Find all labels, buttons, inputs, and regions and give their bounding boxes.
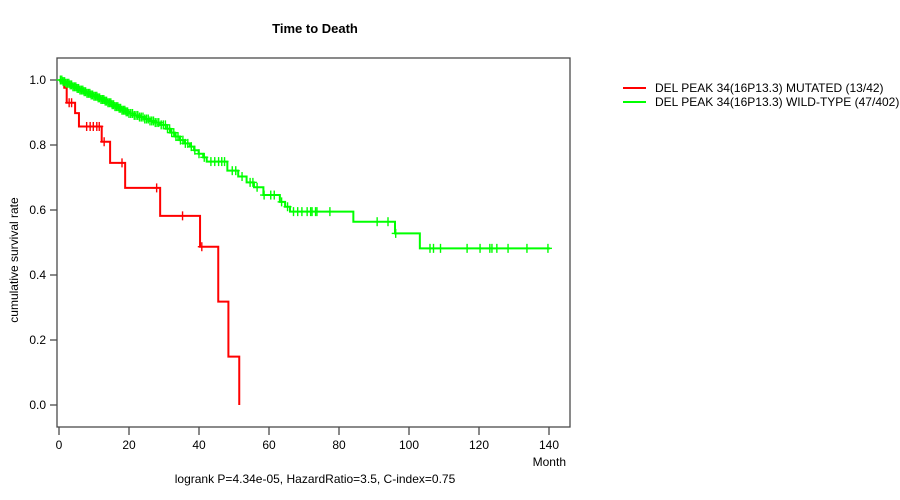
x-axis-label: Month xyxy=(532,455,566,469)
wild-type-series xyxy=(56,75,552,253)
x-tick-label: 80 xyxy=(332,438,346,452)
legend-label-mutated: DEL PEAK 34(16P13.3) MUTATED (13/42) xyxy=(655,81,884,95)
y-axis: 0.0 0.2 0.4 0.6 0.8 1.0 xyxy=(29,73,57,412)
legend-label-wild-type: DEL PEAK 34(16P13.3) WILD-TYPE (47/402) xyxy=(655,95,900,109)
plot-frame xyxy=(56,57,571,428)
mutated-series xyxy=(59,79,241,405)
y-tick-label: 1.0 xyxy=(29,73,46,87)
x-tick-label: 60 xyxy=(262,438,276,452)
x-tick-label: 20 xyxy=(122,438,136,452)
legend-row-wild-type: DEL PEAK 34(16P13.3) WILD-TYPE (47/402) xyxy=(623,95,899,109)
chart-title: Time to Death xyxy=(272,21,358,36)
x-tick-label: 0 xyxy=(56,438,63,452)
mutated-line-swatch xyxy=(623,87,646,89)
x-tick-label: 140 xyxy=(539,438,559,452)
wild-type-line-swatch xyxy=(623,101,646,103)
y-tick-label: 0.2 xyxy=(29,333,46,347)
x-tick-label: 120 xyxy=(469,438,489,452)
y-tick-label: 0.8 xyxy=(29,138,46,152)
y-tick-label: 0.6 xyxy=(29,203,46,217)
stats-caption: logrank P=4.34e-05, HazardRatio=3.5, C-i… xyxy=(174,472,456,486)
legend-row-mutated: DEL PEAK 34(16P13.3) MUTATED (13/42) xyxy=(623,81,899,95)
x-axis: 0 20 40 60 80 100 120 140 xyxy=(56,427,559,452)
x-tick-label: 100 xyxy=(399,438,419,452)
legend: DEL PEAK 34(16P13.3) MUTATED (13/42) DEL… xyxy=(623,81,899,109)
wild-type-curve xyxy=(59,79,551,250)
y-tick-label: 0.0 xyxy=(29,398,46,412)
x-tick-label: 40 xyxy=(192,438,206,452)
y-tick-label: 0.4 xyxy=(29,268,46,282)
